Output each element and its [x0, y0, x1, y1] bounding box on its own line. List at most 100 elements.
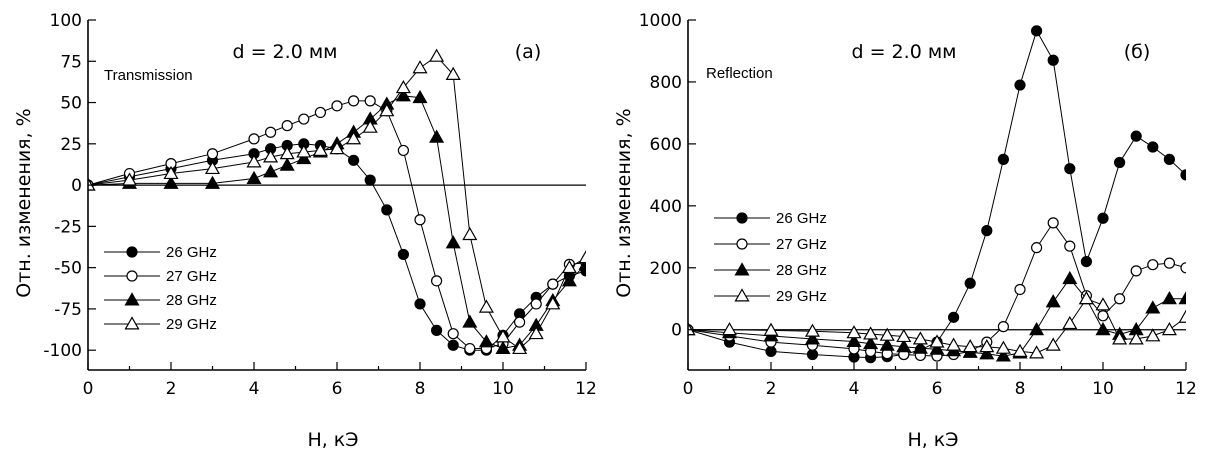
data-point: [1014, 283, 1026, 296]
x-tick-label: 8: [415, 379, 426, 399]
data-point: [1097, 212, 1109, 224]
data-point: [395, 79, 411, 94]
data-point: [846, 325, 862, 339]
data-point: [1113, 156, 1126, 169]
data-point: [1045, 294, 1061, 308]
data-point: [578, 250, 586, 264]
data-point: [863, 326, 879, 340]
data-point: [329, 141, 345, 155]
y-tick-label: 600: [650, 135, 682, 155]
chart-panel-1: 0 2 4 6 8 10 12 100 75 50 25 0 -25 -50 -75 -100 H, кЭ Отн…: [13, 11, 597, 451]
data-point: [346, 131, 362, 145]
data-point: [1161, 322, 1177, 336]
data-point: [1163, 257, 1176, 269]
x-tick-label: 10: [1092, 379, 1114, 399]
data-point: [846, 333, 862, 347]
series-29-ghz: [88, 48, 586, 355]
data-point: [721, 322, 738, 336]
data-point: [947, 311, 960, 323]
data-point: [248, 133, 260, 145]
data-point: [445, 66, 461, 80]
data-point: [1078, 291, 1094, 305]
legend-item: 29 GHz: [104, 316, 217, 333]
data-point: [246, 170, 262, 184]
data-point: [414, 214, 426, 226]
data-point: [1180, 169, 1186, 181]
data-point: [512, 340, 528, 355]
x-tick-label: 2: [166, 379, 177, 399]
data-point: [561, 259, 577, 274]
x-tick-label: 4: [849, 379, 860, 399]
y-tick-label: 0: [71, 176, 82, 196]
x-axis-title: H, кЭ: [907, 429, 958, 451]
panel-label: (б): [1124, 41, 1151, 63]
data-point: [545, 296, 561, 310]
data-point: [429, 48, 445, 62]
data-point: [979, 346, 995, 360]
data-point: [1161, 291, 1177, 305]
legend-item: 26 GHz: [714, 210, 827, 227]
data-point: [995, 340, 1011, 354]
data-point: [414, 298, 426, 310]
y-tick-label: 25: [60, 135, 82, 155]
data-point: [879, 337, 895, 351]
data-point: [279, 146, 295, 160]
data-point: [431, 324, 443, 336]
y-tick-label: 1000: [639, 11, 682, 31]
data-point: [379, 103, 395, 117]
data-point: [879, 327, 895, 341]
data-point: [896, 339, 912, 353]
legend-marker: [124, 292, 140, 306]
mode-label: Transmission: [104, 67, 193, 84]
data-point: [1045, 337, 1061, 351]
x-tick-label: 2: [766, 379, 777, 399]
data-point: [1062, 270, 1078, 285]
data-point: [1178, 309, 1186, 323]
data-point: [912, 331, 928, 345]
legend-item: 29 GHz: [714, 288, 827, 305]
x-tick-label: 8: [1015, 379, 1026, 399]
series-line: [88, 95, 586, 350]
y-axis-title: Отн. изменения, %: [613, 108, 635, 297]
data-point: [1030, 25, 1043, 37]
series-29-ghz: [688, 291, 1186, 359]
data-point: [1030, 242, 1043, 254]
data-point: [1180, 262, 1186, 274]
data-point: [1014, 79, 1026, 91]
thickness-annotation: d = 2.0 мм: [233, 41, 338, 63]
data-point: [263, 164, 279, 178]
data-point: [1080, 255, 1093, 268]
data-point: [1012, 343, 1028, 357]
y-tick-label: -25: [54, 217, 82, 237]
x-tick-label: 10: [492, 379, 514, 399]
y-tick-label: -100: [43, 341, 82, 361]
data-point: [246, 154, 262, 168]
data-point: [530, 298, 542, 310]
data-point: [1147, 259, 1159, 271]
x-axis-title: H, кЭ: [307, 429, 358, 451]
data-point: [163, 175, 179, 189]
data-point: [447, 328, 459, 340]
x-tick-label: 4: [249, 379, 260, 399]
y-tick-label: 100: [50, 11, 82, 31]
legend-label: 27 GHz: [166, 268, 217, 285]
y-tick-label: 200: [650, 259, 682, 279]
data-point: [863, 335, 879, 350]
data-point: [348, 95, 360, 107]
x-tick-label: 12: [575, 379, 597, 399]
data-point: [445, 235, 461, 249]
y-tick-label: 75: [60, 52, 82, 72]
data-point: [88, 177, 96, 191]
data-point: [804, 323, 821, 337]
data-point: [495, 340, 511, 355]
data-point: [1047, 217, 1059, 229]
data-point: [348, 154, 360, 166]
data-point: [946, 337, 962, 351]
data-point: [1095, 297, 1111, 311]
data-point: [547, 278, 559, 290]
x-tick-label: 0: [683, 379, 694, 399]
data-point: [397, 248, 409, 261]
legend-label: 27 GHz: [776, 236, 827, 253]
legend-label: 28 GHz: [166, 292, 217, 309]
